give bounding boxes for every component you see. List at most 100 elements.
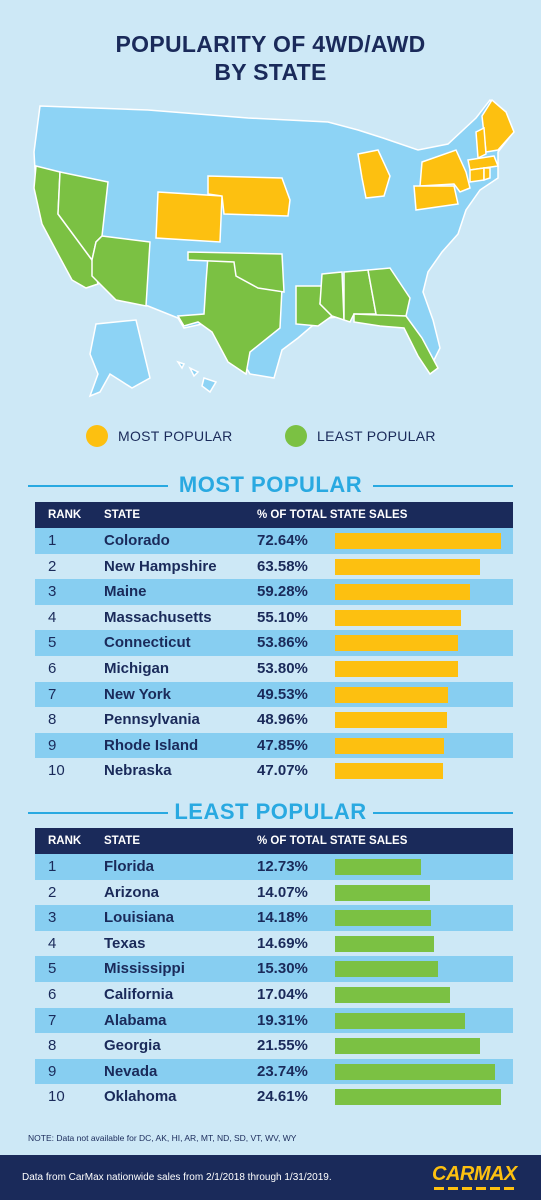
table-header: RANK STATE % OF TOTAL STATE SALES <box>35 502 513 528</box>
divider <box>28 812 168 814</box>
state-pennsylvania <box>413 185 459 211</box>
rank-cell: 3 <box>48 583 57 601</box>
state-new-hampshire <box>475 126 487 160</box>
value-bar <box>335 1063 496 1080</box>
pct-cell: 63.58% <box>257 557 308 575</box>
state-massachusetts <box>467 155 500 171</box>
table-row: 7 New York 49.53% <box>35 681 513 708</box>
table-row: 6 California 17.04% <box>35 982 513 1008</box>
legend-most-swatch <box>86 425 108 447</box>
rank-cell: 8 <box>48 1037 57 1055</box>
value-bar <box>335 859 421 875</box>
table-rows: 1 Colorado 72.64% 2 New Hampshire 63.58% 3 Main… <box>35 528 513 784</box>
table-row: 3 Maine 59.28% <box>35 579 513 605</box>
table-row: 9 Rhode Island 47.85% <box>35 732 513 759</box>
state-connecticut <box>469 167 485 183</box>
state-cell: Pennsylvania <box>104 711 200 729</box>
legend-least-swatch <box>285 425 307 447</box>
rank-cell: 10 <box>48 1088 65 1106</box>
rank-cell: 1 <box>48 858 57 875</box>
table-row: 2 Arizona 14.07% <box>35 880 513 906</box>
table-row: 10 Oklahoma 24.61% <box>35 1084 513 1110</box>
footer: Data from CarMax nationwide sales from 2… <box>0 1155 541 1200</box>
pct-cell: 49.53% <box>257 685 308 703</box>
rank-cell: 4 <box>48 934 57 952</box>
divider <box>28 485 168 487</box>
page-subtitle: BY STATE <box>214 59 327 85</box>
table-row: 10 Nebraska 47.07% <box>35 758 513 784</box>
state-cell: Oklahoma <box>104 1088 177 1106</box>
table-row: 5 Mississippi 15.30% <box>35 956 513 982</box>
table-row: 5 Connecticut 53.86% <box>35 630 513 656</box>
table-row: 8 Pennsylvania 48.96% <box>35 707 513 733</box>
state-cell: Florida <box>104 858 155 875</box>
table-row: 4 Massachusetts 55.10% <box>35 605 513 631</box>
state-cell: Georgia <box>104 1037 161 1055</box>
pct-cell: 47.07% <box>257 762 308 780</box>
pct-cell: 53.86% <box>257 634 308 652</box>
pct-cell: 59.28% <box>257 583 308 601</box>
header-rank: RANK <box>48 509 82 521</box>
source-text: Data from CarMax nationwide sales from 2… <box>22 1172 332 1183</box>
table-row: 9 Nevada 23.74% <box>35 1058 513 1085</box>
header-state: STATE <box>104 835 140 847</box>
page-title: POPULARITY OF 4WD/AWD <box>115 31 426 57</box>
state-cell: Alabama <box>104 1011 167 1029</box>
table-row: 1 Colorado 72.64% <box>35 528 513 554</box>
state-cell: Nevada <box>104 1062 158 1080</box>
value-bar <box>335 986 450 1003</box>
rank-cell: 10 <box>48 762 65 780</box>
state-cell: Michigan <box>104 659 170 677</box>
value-bar <box>335 737 445 754</box>
state-cell: California <box>104 985 174 1003</box>
legend-least: LEAST POPULAR <box>285 425 436 447</box>
rank-cell: 3 <box>48 909 57 927</box>
us-state-map <box>33 98 515 398</box>
header-rank: RANK <box>48 835 82 847</box>
state-mississippi <box>319 271 345 322</box>
state-oklahoma <box>187 251 285 293</box>
table-row: 7 Alabama 19.31% <box>35 1007 513 1034</box>
table-row: 1 Florida 12.73% <box>35 854 513 880</box>
legend-most-label: MOST POPULAR <box>118 428 233 444</box>
state-maine <box>481 98 515 153</box>
pct-cell: 14.69% <box>257 934 308 952</box>
state-cell: Massachusetts <box>104 608 212 626</box>
value-bar <box>335 763 443 780</box>
rank-cell: 5 <box>48 960 57 978</box>
table-rows: 1 Florida 12.73% 2 Arizona 14.07% 3 Louisiana 14… <box>35 854 513 1110</box>
rank-cell: 5 <box>48 634 57 652</box>
state-nebraska <box>207 175 291 217</box>
state-cell: New Hampshire <box>104 557 217 575</box>
legend-most: MOST POPULAR <box>86 425 233 447</box>
pct-cell: 15.30% <box>257 960 308 978</box>
value-bar <box>335 1012 466 1029</box>
least-popular-table: RANK STATE % OF TOTAL STATE SALES 1 Flori… <box>35 828 513 1110</box>
rank-cell: 9 <box>48 736 57 754</box>
value-bar <box>335 635 459 652</box>
value-bar <box>335 1038 481 1055</box>
value-bar <box>335 609 461 626</box>
pct-cell: 19.31% <box>257 1011 308 1029</box>
pct-cell: 23.74% <box>257 1062 308 1080</box>
rank-cell: 6 <box>48 985 57 1003</box>
state-cell: Maine <box>104 583 147 601</box>
state-cell: New York <box>104 685 171 703</box>
value-bar <box>335 910 431 927</box>
divider <box>373 485 513 487</box>
pct-cell: 17.04% <box>257 985 308 1003</box>
most-popular-table: RANK STATE % OF TOTAL STATE SALES 1 Color… <box>35 502 513 784</box>
state-cell: Colorado <box>104 532 170 549</box>
value-bar <box>335 935 435 952</box>
pct-cell: 55.10% <box>257 608 308 626</box>
state-cell: Arizona <box>104 883 160 901</box>
state-cell: Texas <box>104 934 146 952</box>
state-cell: Mississippi <box>104 960 185 978</box>
state-cell: Louisiana <box>104 909 175 927</box>
state-hawaii <box>176 360 218 394</box>
value-bar <box>335 686 449 703</box>
value-bar <box>335 584 471 601</box>
state-florida <box>353 313 439 376</box>
header-pct: % OF TOTAL STATE SALES <box>257 835 408 847</box>
state-alaska <box>88 319 151 398</box>
